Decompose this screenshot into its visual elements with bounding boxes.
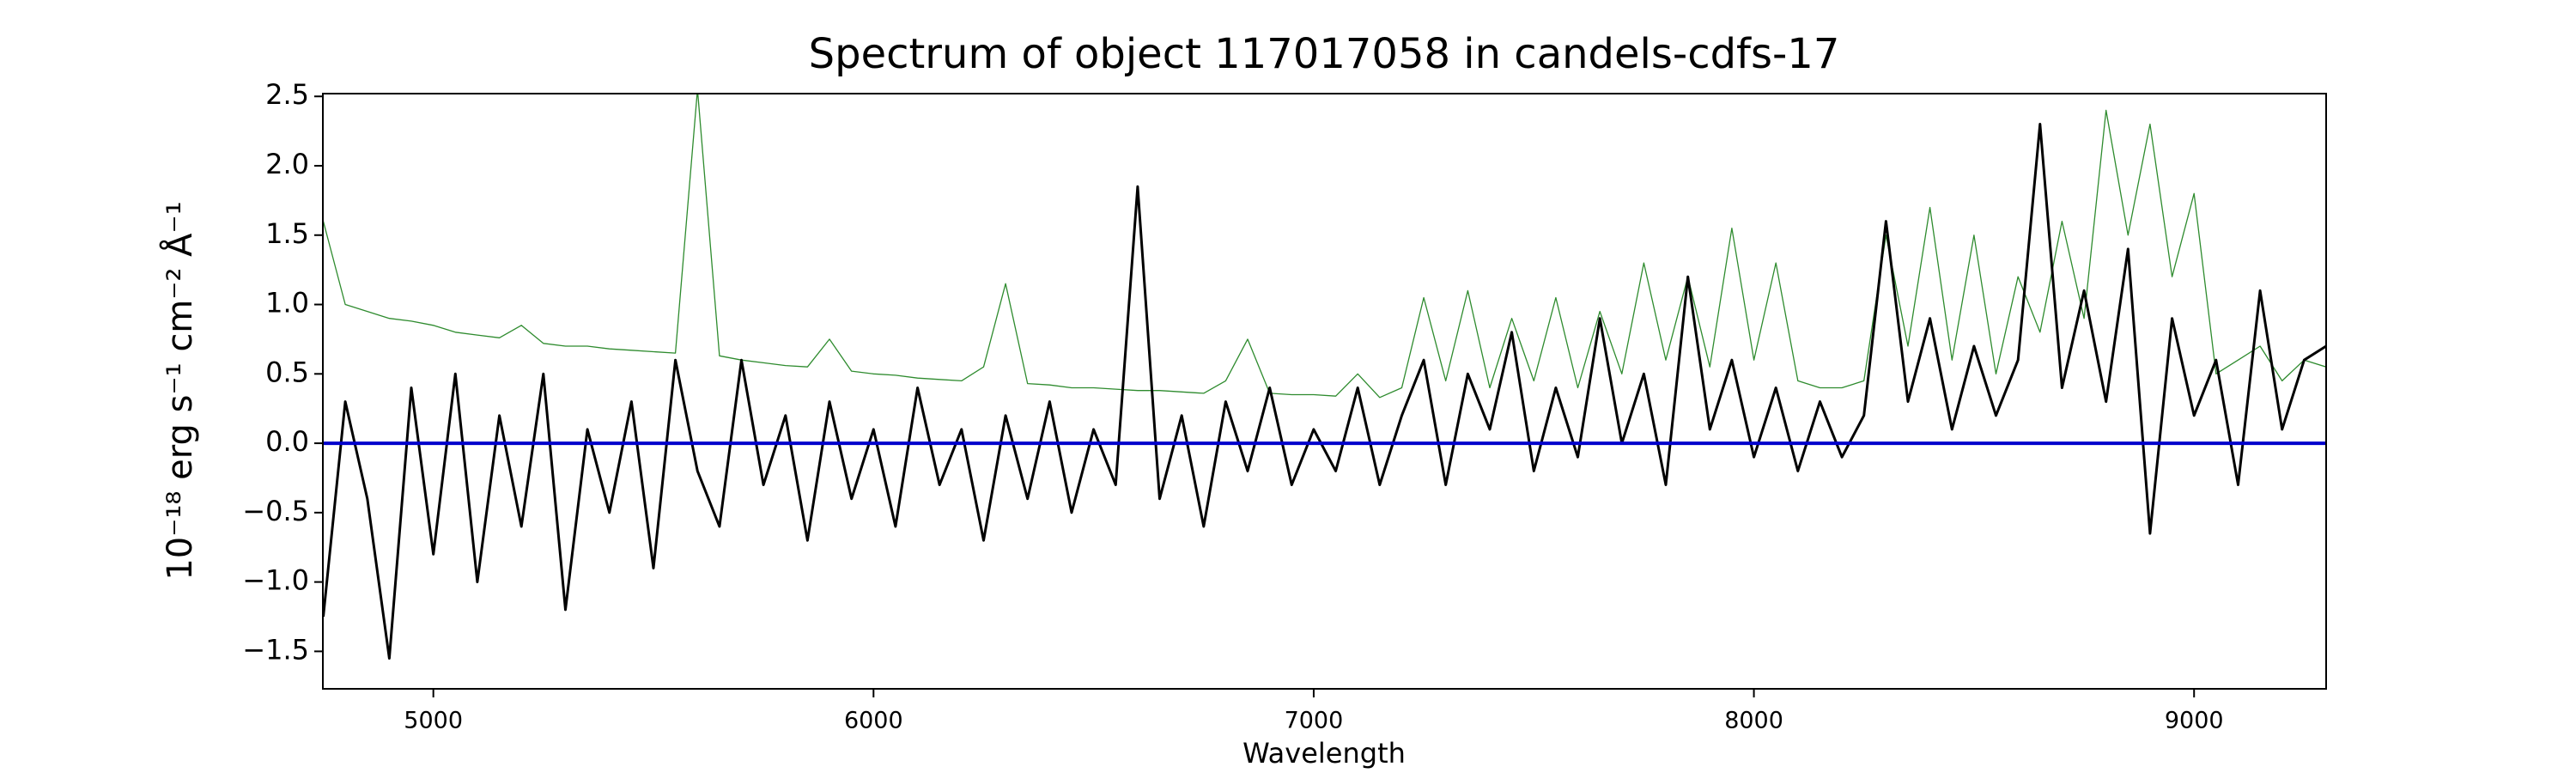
- x-tick-label: 5000: [404, 708, 463, 734]
- y-axis-label: 10⁻¹⁸ erg s⁻¹ cm⁻² Å⁻¹: [159, 201, 200, 580]
- y-tick-label: −1.0: [242, 564, 309, 597]
- x-tick-label: 6000: [844, 708, 903, 734]
- y-tick-label: −1.5: [242, 633, 309, 666]
- chart-title: Spectrum of object 117017058 in candels-…: [809, 30, 1840, 78]
- y-tick-label: 2.5: [265, 78, 309, 111]
- spectrum-line: [323, 123, 2326, 660]
- y-tick-label: 1.5: [265, 217, 309, 250]
- x-tick-label: 8000: [1724, 708, 1783, 734]
- y-tick-label: −0.5: [242, 495, 309, 527]
- x-tick-label: 9000: [2165, 708, 2224, 734]
- plot-frame: [322, 93, 2327, 690]
- y-tick-label: 0.5: [265, 356, 309, 388]
- plot-area: [323, 94, 2326, 660]
- y-tick-label: 1.0: [265, 287, 309, 320]
- y-tick-label: 2.0: [265, 148, 309, 180]
- spectrum-line: [323, 94, 2326, 399]
- y-tick-label: 0.0: [265, 425, 309, 458]
- x-axis-label: Wavelength: [1242, 737, 1406, 770]
- x-tick-label: 7000: [1285, 708, 1344, 734]
